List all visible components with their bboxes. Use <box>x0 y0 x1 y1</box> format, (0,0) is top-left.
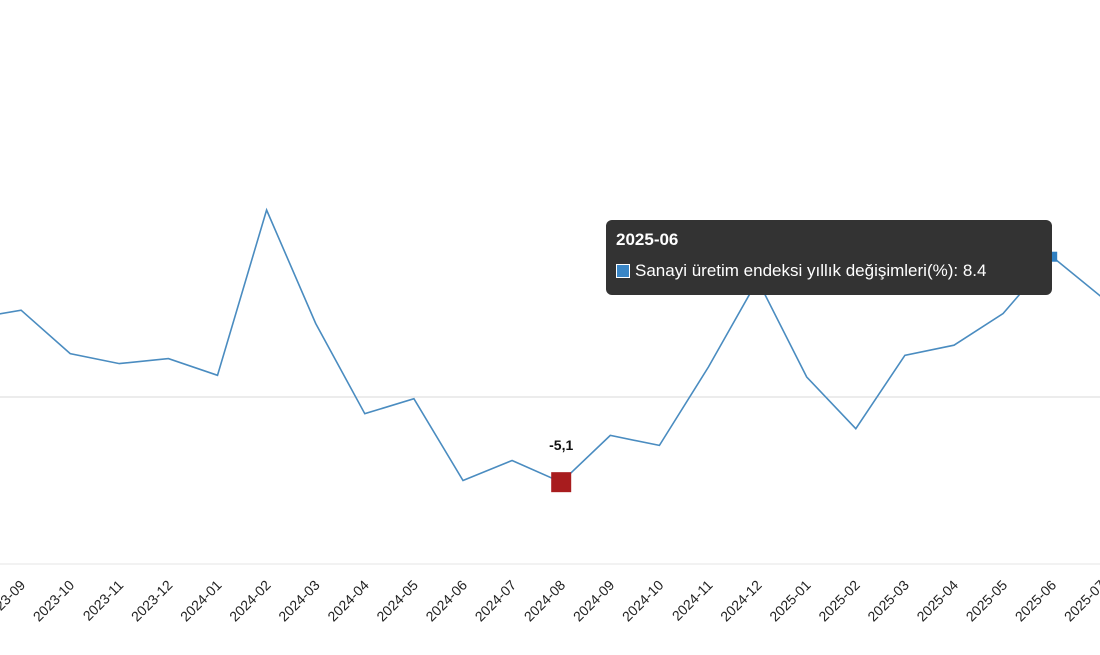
x-tick-label: 2025-01 <box>766 577 814 625</box>
x-tick-label: 2024-10 <box>619 577 667 625</box>
x-tick-label: 2025-07 <box>1061 577 1100 625</box>
series-swatch-icon <box>616 264 630 278</box>
tooltip-separator: : <box>953 261 963 280</box>
highlighted-point[interactable] <box>551 472 572 493</box>
x-tick-label: 2024-02 <box>226 577 274 625</box>
x-tick-label: 2024-11 <box>669 577 716 624</box>
active-point[interactable] <box>1047 251 1058 262</box>
x-tick-label: 2025-06 <box>1012 577 1060 625</box>
x-tick-label-layer: 2023-082023-092023-102023-112023-122024-… <box>0 577 1100 625</box>
x-tick-label: 2024-08 <box>521 577 569 625</box>
tooltip-row: Sanayi üretim endeksi yıllık değişimleri… <box>616 261 1042 281</box>
x-tick-label: 2023-10 <box>30 577 78 625</box>
x-tick-label: 2024-03 <box>275 577 323 625</box>
x-tick-label: 2025-05 <box>963 577 1011 625</box>
tooltip-value: 8.4 <box>962 261 987 280</box>
data-label-layer: -5,1 <box>549 437 573 453</box>
x-tick-label: 2024-05 <box>373 577 421 625</box>
x-tick-label: 2025-02 <box>815 577 863 625</box>
x-tick-label: 2024-09 <box>570 577 618 625</box>
x-tick-label: 2025-04 <box>913 577 961 625</box>
x-tick-label: 2024-01 <box>177 577 225 625</box>
x-tick-label: 2024-06 <box>422 577 470 625</box>
x-tick-label: 2024-07 <box>472 577 520 625</box>
tooltip-title: 2025-06 <box>616 230 679 249</box>
x-tick-label: 2023-11 <box>80 577 127 624</box>
x-tick-label: 2025-03 <box>864 577 912 625</box>
x-tick-label: 2023-09 <box>0 577 28 625</box>
tooltip-series-name: Sanayi üretim endeksi yıllık değişimleri… <box>635 261 954 280</box>
series-line <box>0 207 1100 484</box>
grid-layer <box>0 396 1100 565</box>
point-layer <box>551 251 1058 493</box>
x-tick-label: 2024-04 <box>324 577 372 625</box>
x-tick-label: 2024-12 <box>717 577 765 625</box>
series-line-layer <box>0 207 1100 484</box>
x-tick-label: 2023-12 <box>128 577 176 625</box>
tooltip: 2025-06 Sanayi üretim endeksi yıllık değ… <box>606 220 1052 295</box>
data-label: -5,1 <box>549 437 573 453</box>
